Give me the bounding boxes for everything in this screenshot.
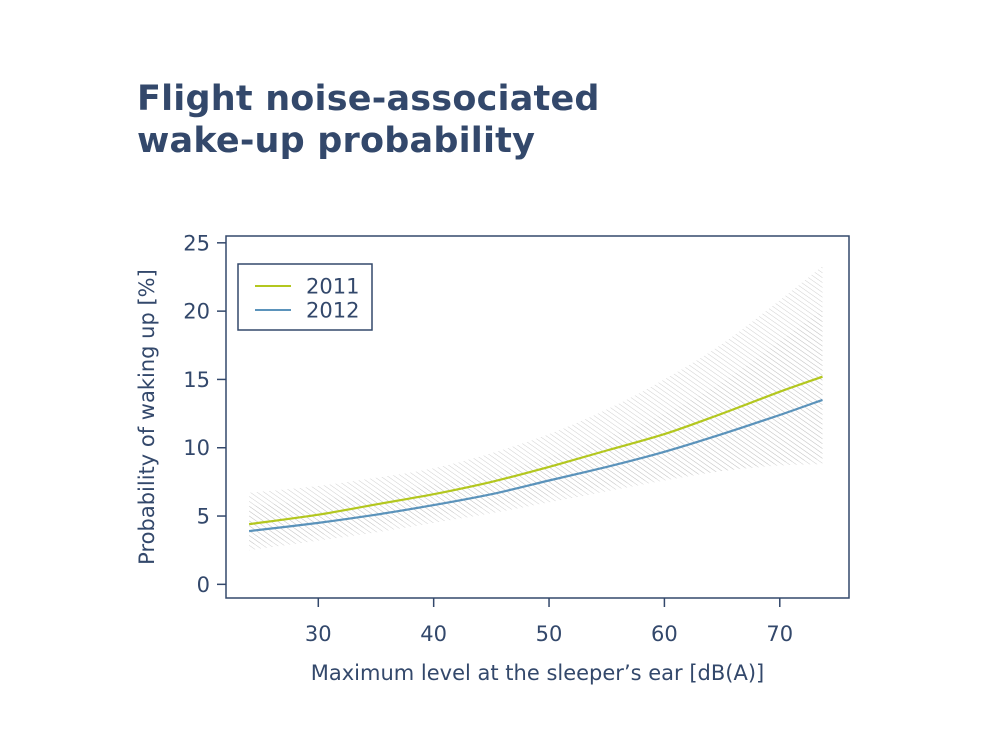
x-tick-label-30: 30 <box>305 622 332 646</box>
x-axis-label: Maximum level at the sleeper’s ear [dB(A… <box>311 661 764 685</box>
legend-label-2011: 2011 <box>306 275 359 299</box>
y-tick-label-20: 20 <box>183 300 210 324</box>
y-tick-label-10: 10 <box>183 436 210 460</box>
y-axis: 0 5 10 15 20 25 <box>183 231 226 597</box>
y-axis-label: Probability of waking up [%] <box>135 269 159 565</box>
x-tick-label-50: 50 <box>536 622 563 646</box>
y-tick-label-15: 15 <box>183 368 210 392</box>
confidence-bands <box>249 266 823 551</box>
chart-title-line-2: wake-up probability <box>137 121 536 161</box>
series-lines <box>248 375 823 533</box>
legend-box <box>237 263 373 331</box>
x-tick-label-60: 60 <box>651 622 678 646</box>
y-tick-label-5: 5 <box>197 505 210 529</box>
confidence-band-2012 <box>249 309 823 551</box>
y-tick-label-0: 0 <box>197 573 210 597</box>
x-tick-label-70: 70 <box>766 622 793 646</box>
chart-title: Flight noise-associated wake-up probabil… <box>137 78 837 162</box>
legend: 2011 2012 <box>237 263 373 331</box>
x-axis: 30 40 50 60 70 <box>305 598 793 646</box>
legend-label-2012: 2012 <box>306 299 359 323</box>
chart-title-line-1: Flight noise-associated <box>137 79 600 119</box>
y-tick-label-25: 25 <box>183 231 210 255</box>
series-line-2011 <box>248 375 823 526</box>
plot-frame <box>225 235 850 599</box>
x-tick-label-40: 40 <box>420 622 447 646</box>
series-line-2012 <box>248 398 823 533</box>
